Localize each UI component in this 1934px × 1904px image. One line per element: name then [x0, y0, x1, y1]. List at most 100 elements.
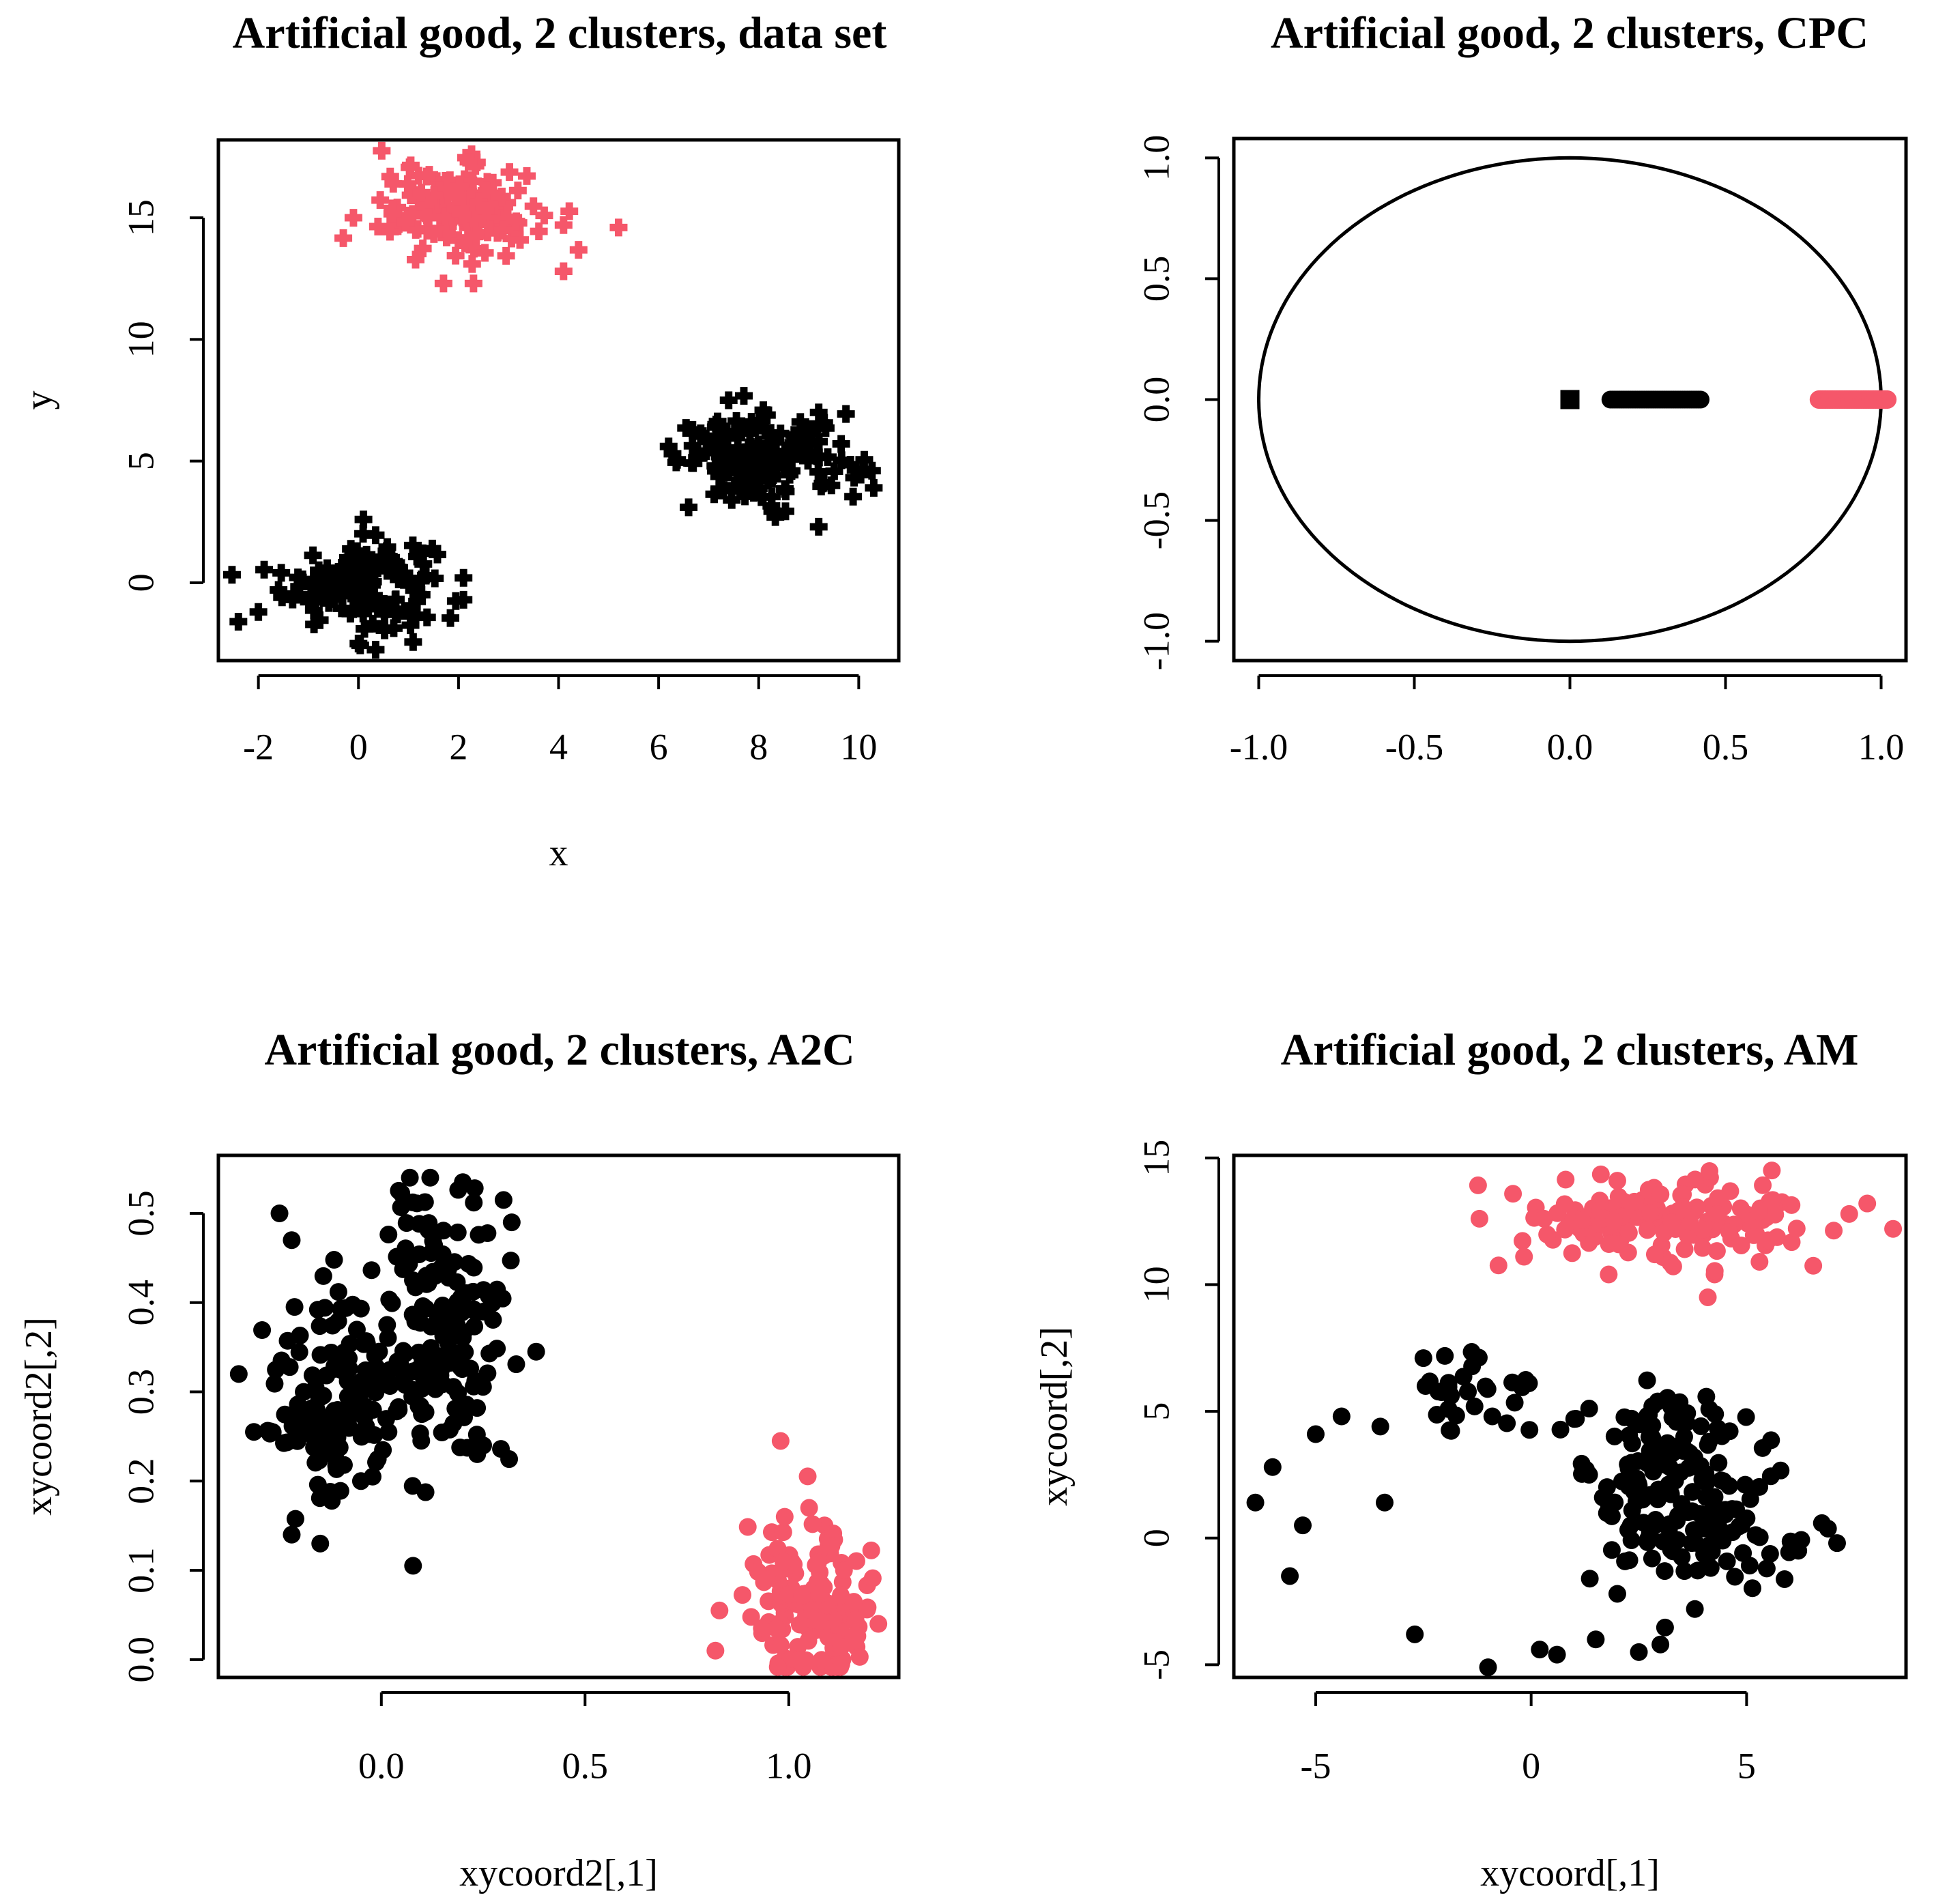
data-point	[1858, 1194, 1877, 1213]
data-point	[1718, 1552, 1736, 1570]
data-point	[273, 588, 291, 607]
data-point	[283, 590, 302, 609]
data-point	[452, 1294, 471, 1312]
data-point	[1515, 1247, 1533, 1266]
data-point	[1608, 1585, 1626, 1603]
data-point	[464, 274, 482, 293]
data-point	[1294, 1516, 1312, 1535]
data-point	[1674, 1185, 1692, 1204]
data-point	[354, 557, 373, 575]
data-point	[1548, 1204, 1567, 1222]
data-point	[459, 153, 478, 171]
data-point	[569, 241, 588, 259]
data-point	[477, 182, 495, 200]
data-point	[366, 641, 385, 659]
data-point	[354, 510, 373, 529]
data-point	[762, 450, 781, 469]
data-point	[319, 1410, 337, 1428]
data-point	[659, 437, 678, 456]
data-point	[560, 202, 579, 220]
data-point	[825, 462, 843, 480]
data-point	[421, 1168, 439, 1187]
data-point	[283, 1417, 302, 1435]
data-point	[1727, 1500, 1746, 1518]
y-tick-label: 0.0	[120, 1636, 161, 1683]
data-point	[249, 603, 268, 621]
data-point	[261, 1422, 279, 1441]
data-point	[341, 1335, 359, 1353]
data-point	[1754, 1176, 1772, 1194]
data-point	[822, 1537, 841, 1555]
data-point	[418, 167, 436, 186]
chart-title: Artificial good, 2 clusters, CPC	[1271, 8, 1868, 58]
panel-a2c: Artificial good, 2 clusters, A2C 0.0 0.5 1.…	[18, 1025, 901, 1894]
data-point	[245, 1423, 263, 1441]
data-point	[757, 455, 775, 474]
data-point	[768, 1658, 787, 1676]
x-axis-label: xycoord2[,1]	[459, 1852, 658, 1894]
data-point	[463, 255, 481, 273]
data-point	[1459, 1383, 1477, 1401]
data-point	[1442, 1422, 1460, 1440]
data-point	[1744, 1226, 1763, 1244]
data-point	[351, 597, 370, 616]
data-point	[1804, 1256, 1823, 1275]
data-point	[1531, 1641, 1549, 1659]
data-point	[847, 1552, 865, 1570]
data-point	[1813, 1514, 1831, 1532]
data-point	[1281, 1567, 1299, 1585]
data-point	[446, 246, 465, 265]
data-point	[424, 225, 443, 243]
data-point	[394, 568, 412, 587]
data-point	[366, 1383, 385, 1402]
data-point	[332, 599, 351, 618]
data-point	[306, 589, 325, 607]
data-point	[474, 1437, 493, 1454]
data-point	[1658, 1389, 1677, 1407]
data-point	[1772, 1461, 1790, 1480]
data-point	[1504, 1185, 1522, 1203]
data-point	[1371, 1417, 1389, 1436]
data-point	[1479, 1658, 1497, 1677]
data-point	[229, 1365, 248, 1383]
data-point	[1673, 1548, 1691, 1566]
y-tick-label: 10	[1136, 1266, 1177, 1303]
data-point	[357, 593, 375, 611]
data-point	[783, 450, 801, 468]
data-point	[1630, 1476, 1648, 1495]
x-tick-label: 10	[840, 726, 877, 767]
x-tick-label: 2	[449, 726, 467, 767]
x-tick-label: -5	[1300, 1745, 1331, 1786]
data-point	[304, 546, 322, 564]
data-point	[1705, 1488, 1724, 1506]
data-point	[754, 487, 773, 506]
data-point	[816, 419, 835, 437]
data-point	[1375, 1493, 1394, 1512]
data-point	[302, 577, 320, 595]
data-point	[420, 208, 438, 227]
data-point	[409, 586, 427, 604]
x-tick-label: 8	[749, 726, 768, 767]
data-point	[334, 229, 353, 247]
data-point	[1498, 1414, 1516, 1432]
x-axis-label: xycoord[,1]	[1480, 1852, 1660, 1894]
data-point	[1563, 1244, 1581, 1263]
x-tick-label: 5	[1737, 1745, 1756, 1786]
chart-title: Artificial good, 2 clusters, A2C	[264, 1025, 854, 1075]
data-point	[343, 558, 362, 576]
data-point	[1720, 1422, 1739, 1441]
data-point	[1878, 390, 1897, 409]
plot-frame	[216, 138, 901, 663]
plot-area	[229, 1168, 888, 1676]
data-point	[554, 216, 573, 234]
x-tick-label: -2	[243, 726, 274, 767]
data-point	[407, 220, 425, 239]
data-point	[1623, 1501, 1641, 1520]
data-point	[824, 1610, 843, 1628]
data-point	[367, 1453, 386, 1471]
data-point	[431, 219, 449, 237]
data-point	[1699, 1436, 1717, 1454]
data-point	[1428, 1406, 1446, 1424]
y-tick-label: 15	[120, 199, 161, 236]
